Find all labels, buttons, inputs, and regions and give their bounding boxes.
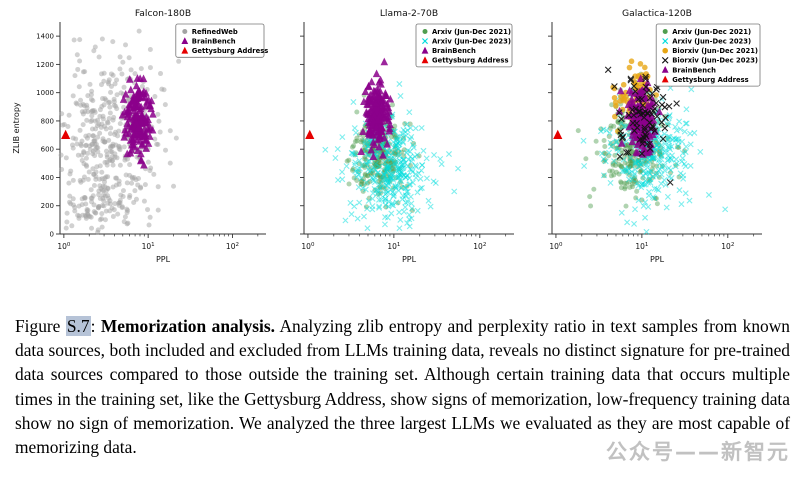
caption-body: Analyzing zlib entropy and perplexity ra…	[15, 316, 790, 457]
legend-label: BrainBench	[432, 47, 476, 55]
y-tick-label: 0	[50, 231, 54, 239]
legend-label: Biorxiv (Jun-Dec 2021)	[672, 47, 758, 55]
scatter-plot-falcon-180b: Falcon-180B 0 200 400 600 800 1000 1200 1400 100 1…	[12, 8, 268, 264]
legend-label: Arxiv (Jun-Dec 2023)	[432, 38, 511, 46]
chart-title: Llama-2-70B	[380, 8, 438, 19]
y-axis-label: ZLIB entropy	[12, 102, 21, 154]
legend-label: Gettysburg Address	[432, 57, 509, 65]
y-tick-label: 1400	[36, 33, 54, 41]
x-tick-label: 102	[721, 242, 734, 251]
chart-title: Galactica-120B	[622, 8, 692, 19]
axes	[551, 22, 762, 235]
legend-label: Gettysburg Address	[192, 47, 268, 55]
series-brainbench	[357, 57, 395, 160]
x-tick-label: 100	[301, 242, 315, 251]
legend-label: BrainBench	[192, 38, 236, 46]
chart-title: Falcon-180B	[135, 8, 191, 19]
caption-bold-title: Memorization analysis.	[100, 316, 275, 336]
scatter-plot-llama-2-70b: Llama-2-70B 100 101 102 PPL Arxiv (Jun-Dec 20…	[300, 8, 514, 264]
y-tick-label: 200	[41, 202, 54, 210]
legend-label: RefinedWeb	[192, 28, 238, 36]
watermark: 公众号——新智元	[606, 440, 790, 464]
legend: Arxiv (Jun-Dec 2021) Arxiv (Jun-Dec 2023)…	[655, 23, 761, 87]
chart-galactica-120b: Galactica-120B 100 101 102 PPL Arxiv (Jun-Dec…	[530, 6, 778, 280]
x-axis-label: PPL	[650, 255, 665, 264]
x-tick-label: 100	[57, 242, 71, 251]
figure-caption: Figure S.7: Memorization analysis. Analy…	[15, 314, 790, 459]
series-gettysburg-address	[553, 129, 563, 139]
caption-colon: :	[90, 316, 101, 336]
figure-panel-row: Falcon-180B 0 200 400 600 800 1000 1200 1400 100 1…	[8, 6, 778, 280]
y-tick-label: 1000	[36, 89, 54, 97]
y-tick-label: 800	[41, 117, 54, 125]
x-tick-label: 101	[635, 242, 648, 251]
figure-ref-link[interactable]: S.7	[65, 316, 91, 336]
legend-label: Arxiv (Jun-Dec 2023)	[672, 38, 751, 46]
x-axis-label: PPL	[156, 255, 171, 264]
x-axis-label: PPL	[402, 255, 417, 264]
x-tick-label: 102	[473, 242, 486, 251]
scatter-plot-galactica-120b: Galactica-120B 100 101 102 PPL Arxiv (Jun-Dec…	[548, 8, 762, 264]
legend-label: Gettysburg Address	[672, 76, 749, 84]
x-tick-label: 100	[549, 242, 563, 251]
axes	[59, 22, 266, 235]
series-brainbench	[118, 74, 157, 169]
series-gettysburg-address	[305, 129, 315, 139]
x-tick-label: 101	[142, 242, 155, 251]
x-tick-label: 102	[226, 242, 239, 251]
x-tick-label: 101	[387, 242, 400, 251]
series-gettysburg-address	[61, 129, 71, 139]
series-refinedweb	[58, 28, 182, 235]
legend: Arxiv (Jun-Dec 2021) Arxiv (Jun-Dec 2023)…	[415, 23, 513, 68]
y-tick-label: 1200	[36, 61, 54, 69]
chart-falcon-180b: Falcon-180B 0 200 400 600 800 1000 1200 1400 100 1…	[8, 6, 282, 280]
series-biorxiv-jun-dec-2023	[604, 52, 685, 186]
caption-figure-word: Figure	[15, 316, 66, 336]
y-tick-label: 600	[41, 146, 54, 154]
y-tick-label: 400	[41, 174, 54, 182]
legend-label: Arxiv (Jun-Dec 2021)	[432, 28, 511, 36]
chart-llama-2-70b: Llama-2-70B 100 101 102 PPL Arxiv (Jun-Dec 20…	[282, 6, 530, 280]
legend-label: Biorxiv (Jun-Dec 2023)	[672, 57, 758, 65]
legend-label: Arxiv (Jun-Dec 2021)	[672, 28, 751, 36]
legend-label: BrainBench	[672, 66, 716, 74]
axes	[303, 22, 514, 235]
